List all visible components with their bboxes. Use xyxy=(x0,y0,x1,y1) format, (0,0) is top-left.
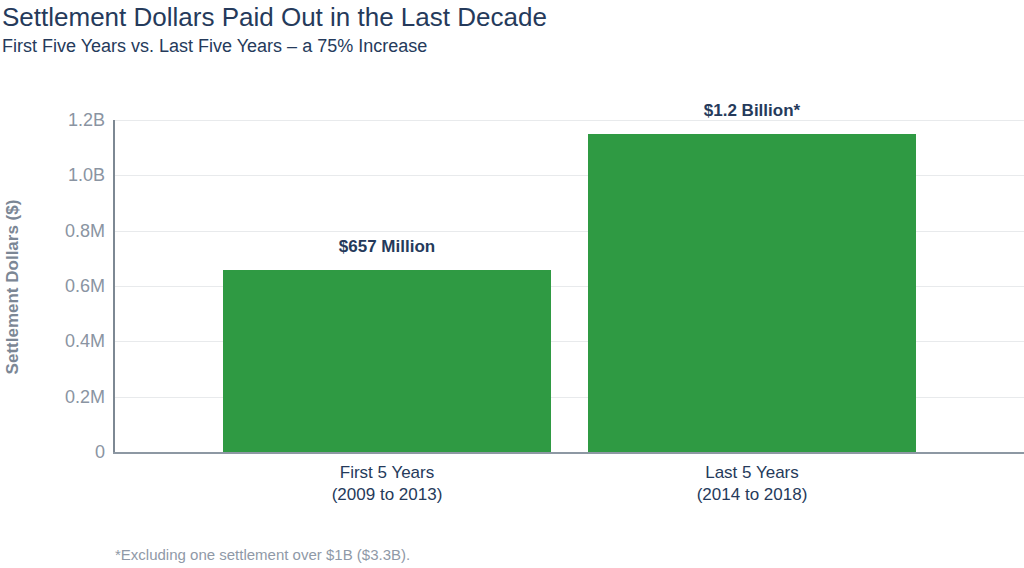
y-tick-label: 0.4M xyxy=(0,332,105,350)
bar-value-label: $657 Million xyxy=(257,238,517,256)
x-tick-period: (2014 to 2018) xyxy=(622,484,882,506)
y-tick-label: 0 xyxy=(0,443,105,461)
y-tick-label: 0.2M xyxy=(0,388,105,406)
x-tick-category: Last 5 Years xyxy=(622,462,882,484)
x-axis-line xyxy=(113,452,1024,454)
bar-1 xyxy=(223,270,551,452)
x-tick-label: First 5 Years(2009 to 2013) xyxy=(257,462,517,506)
bar-value-label: $1.2 Billion* xyxy=(622,102,882,120)
chart-root: Settlement Dollars Paid Out in the Last … xyxy=(0,0,1024,568)
x-tick-label: Last 5 Years(2014 to 2018) xyxy=(622,462,882,506)
y-tick-label: 0.8M xyxy=(0,222,105,240)
bar-2 xyxy=(588,134,916,452)
x-tick-period: (2009 to 2013) xyxy=(257,484,517,506)
gridline xyxy=(114,120,1024,121)
y-tick-label: 0.6M xyxy=(0,277,105,295)
x-tick-category: First 5 Years xyxy=(257,462,517,484)
y-tick-label: 1.0B xyxy=(0,166,105,184)
y-axis-line xyxy=(113,120,115,454)
y-tick-label: 1.2B xyxy=(0,111,105,129)
chart-footnote: *Excluding one settlement over $1B ($3.3… xyxy=(115,546,410,563)
